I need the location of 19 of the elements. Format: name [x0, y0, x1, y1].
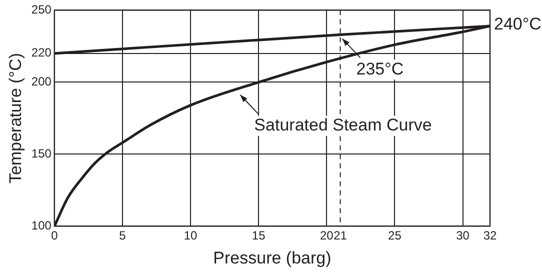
x-tick-label: 30 — [456, 228, 470, 243]
y-tick-label: 220 — [31, 46, 52, 60]
x-tick-label: 5 — [119, 228, 126, 243]
y-tick-label: 250 — [31, 2, 52, 17]
annotation: 240°C — [494, 14, 542, 34]
y-axis-title: Temperature (°C) — [6, 52, 25, 184]
x-tick-label: 21 — [334, 228, 348, 243]
y-tick-label: 100 — [31, 218, 52, 233]
annotation: Saturated Steam Curve — [254, 116, 432, 135]
x-tick-label: 0 — [51, 228, 58, 243]
y-tick-label: 150 — [31, 146, 52, 161]
x-axis-title: Pressure (barg) — [213, 248, 332, 268]
x-tick-label: 10 — [184, 228, 198, 243]
x-tick-label: 32 — [483, 228, 497, 243]
x-tick-label: 20 — [320, 228, 334, 243]
x-tick-label: 15 — [252, 228, 266, 243]
x-tick-label: 25 — [388, 228, 402, 243]
annotation: 235°C — [356, 59, 404, 78]
y-tick-label: 200 — [31, 74, 52, 89]
